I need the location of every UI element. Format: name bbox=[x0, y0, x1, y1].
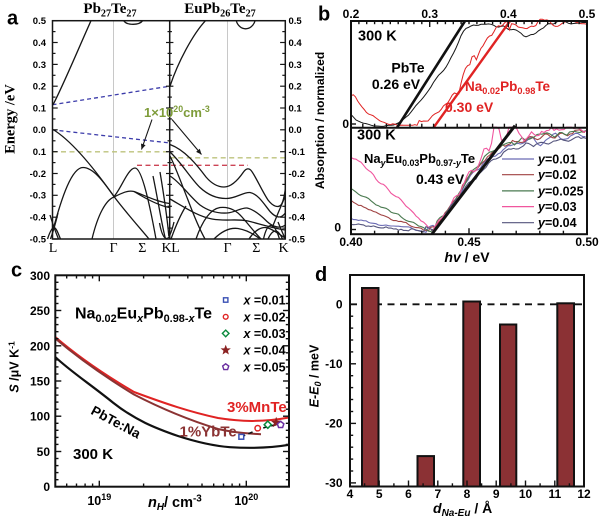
svg-text:-10: -10 bbox=[325, 357, 343, 371]
svg-text:c: c bbox=[11, 260, 22, 282]
svg-text:0.4: 0.4 bbox=[500, 7, 517, 21]
svg-text:0.0: 0.0 bbox=[289, 125, 302, 136]
svg-text:hv / eV: hv / eV bbox=[444, 249, 490, 265]
svg-text:K: K bbox=[161, 241, 171, 256]
svg-text:-0.5: -0.5 bbox=[30, 234, 47, 245]
svg-text:5: 5 bbox=[376, 487, 383, 501]
svg-text:0.26 eV: 0.26 eV bbox=[372, 76, 421, 92]
svg-text:d: d bbox=[315, 264, 327, 286]
svg-text:7: 7 bbox=[434, 487, 441, 501]
svg-text:-0.5: -0.5 bbox=[289, 234, 306, 245]
svg-text:-20: -20 bbox=[325, 417, 343, 431]
svg-text:-0.4: -0.4 bbox=[289, 213, 306, 224]
svg-text:x =0.05: x =0.05 bbox=[243, 361, 286, 375]
svg-text:200: 200 bbox=[30, 339, 50, 353]
svg-text:L: L bbox=[49, 241, 58, 256]
svg-text:0: 0 bbox=[334, 221, 341, 235]
svg-text:K: K bbox=[278, 241, 288, 256]
svg-text:E-E0 / meV: E-E0 / meV bbox=[308, 344, 324, 407]
svg-text:x =0.01: x =0.01 bbox=[243, 294, 286, 308]
svg-text:0.45: 0.45 bbox=[457, 235, 481, 249]
svg-text:0.5: 0.5 bbox=[579, 7, 596, 21]
svg-text:Γ: Γ bbox=[223, 241, 231, 256]
svg-text:0: 0 bbox=[336, 298, 343, 312]
svg-text:Absorption / normalized: Absorption / normalized bbox=[313, 52, 327, 189]
svg-text:-0.3: -0.3 bbox=[30, 191, 46, 202]
svg-text:0.43 eV: 0.43 eV bbox=[416, 171, 465, 187]
svg-text:0.5: 0.5 bbox=[33, 16, 47, 27]
svg-text:Pb27Te27: Pb27Te27 bbox=[83, 1, 136, 19]
svg-text:0.4: 0.4 bbox=[33, 38, 47, 49]
svg-text:250: 250 bbox=[30, 304, 50, 318]
svg-text:0.0: 0.0 bbox=[33, 125, 46, 136]
svg-text:0.3: 0.3 bbox=[421, 7, 438, 21]
svg-text:Na0.02Pb0.98Te: Na0.02Pb0.98Te bbox=[465, 79, 551, 96]
svg-text:0.3: 0.3 bbox=[33, 60, 46, 71]
svg-text:1%YbTe: 1%YbTe bbox=[180, 424, 237, 441]
svg-text:-0.3: -0.3 bbox=[289, 191, 305, 202]
svg-text:0.2: 0.2 bbox=[289, 82, 302, 93]
svg-text:0.2: 0.2 bbox=[33, 82, 46, 93]
svg-text:10: 10 bbox=[519, 487, 533, 501]
svg-text:300 K: 300 K bbox=[357, 128, 396, 144]
svg-text:y=0.04: y=0.04 bbox=[537, 216, 577, 230]
svg-text:0: 0 bbox=[43, 480, 50, 494]
svg-text:EuPb26Te27: EuPb26Te27 bbox=[184, 1, 256, 19]
svg-text:-30: -30 bbox=[325, 476, 343, 490]
svg-text:150: 150 bbox=[30, 375, 50, 389]
svg-text:8: 8 bbox=[464, 487, 471, 501]
svg-text:0.40: 0.40 bbox=[339, 235, 363, 249]
svg-text:0.3: 0.3 bbox=[289, 60, 302, 71]
svg-text:0.5: 0.5 bbox=[289, 16, 303, 27]
svg-text:11: 11 bbox=[548, 487, 561, 501]
svg-text:NayEu0.03Pb0.97-yTe: NayEu0.03Pb0.97-yTe bbox=[364, 151, 475, 168]
svg-text:0.50: 0.50 bbox=[575, 235, 599, 249]
svg-text:a: a bbox=[7, 8, 19, 30]
svg-text:3%MnTe: 3%MnTe bbox=[227, 399, 287, 416]
svg-text:300 K: 300 K bbox=[73, 446, 113, 463]
svg-text:-0.4: -0.4 bbox=[30, 213, 47, 224]
svg-text:PbTe: PbTe bbox=[391, 60, 424, 76]
svg-text:Na0.02EuxPb0.98-xTe: Na0.02EuxPb0.98-xTe bbox=[75, 306, 212, 326]
svg-text:0.2: 0.2 bbox=[343, 7, 360, 21]
svg-text:b: b bbox=[318, 4, 330, 26]
svg-text:300: 300 bbox=[30, 269, 50, 283]
svg-text:x =0.02: x =0.02 bbox=[243, 310, 286, 324]
svg-text:0.4: 0.4 bbox=[289, 38, 303, 49]
svg-text:dNa-Eu / Å: dNa-Eu / Å bbox=[433, 500, 492, 519]
svg-text:12: 12 bbox=[577, 487, 591, 501]
svg-text:y=0.01: y=0.01 bbox=[537, 153, 577, 167]
svg-text:x =0.04: x =0.04 bbox=[243, 344, 286, 358]
svg-text:L: L bbox=[171, 241, 180, 256]
svg-text:0.1: 0.1 bbox=[33, 103, 47, 114]
svg-text:Σ: Σ bbox=[252, 241, 260, 256]
svg-text:Energy /eV: Energy /eV bbox=[3, 84, 19, 154]
svg-text:300 K: 300 K bbox=[358, 29, 397, 45]
svg-text:Γ: Γ bbox=[109, 241, 117, 256]
svg-text:50: 50 bbox=[37, 445, 51, 459]
svg-text:Σ: Σ bbox=[138, 241, 146, 256]
svg-text:y=0.02: y=0.02 bbox=[537, 168, 577, 182]
svg-text:-0.2: -0.2 bbox=[289, 169, 305, 180]
svg-text:y=0.03: y=0.03 bbox=[537, 200, 577, 214]
svg-text:9: 9 bbox=[493, 487, 500, 501]
svg-text:6: 6 bbox=[405, 487, 412, 501]
svg-text:nH/ cm-3: nH/ cm-3 bbox=[148, 494, 202, 514]
svg-text:4: 4 bbox=[347, 487, 354, 501]
svg-text:0.1: 0.1 bbox=[33, 147, 47, 158]
svg-text:0.30 eV: 0.30 eV bbox=[445, 99, 494, 115]
svg-text:x =0.03: x =0.03 bbox=[243, 327, 286, 341]
svg-text:1×1020cm-3: 1×1020cm-3 bbox=[144, 104, 210, 120]
svg-text:100: 100 bbox=[30, 410, 50, 424]
svg-text:0.1: 0.1 bbox=[289, 103, 303, 114]
svg-text:-0.1: -0.1 bbox=[289, 147, 306, 158]
svg-text:y=0.025: y=0.025 bbox=[537, 184, 584, 198]
svg-text:S /μV K-1: S /μV K-1 bbox=[7, 341, 22, 393]
svg-text:-0.2: -0.2 bbox=[30, 169, 46, 180]
svg-text:0: 0 bbox=[342, 117, 349, 131]
